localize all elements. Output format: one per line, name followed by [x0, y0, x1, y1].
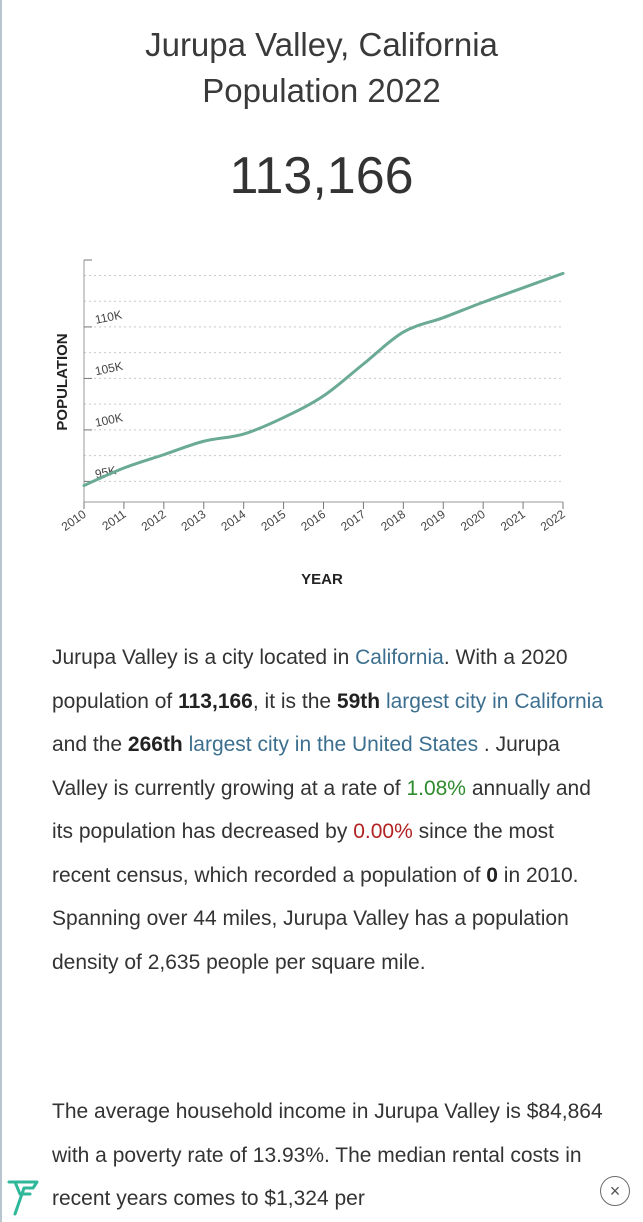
us-rank: 266th: [127, 733, 183, 756]
x-tick-label: 2017: [338, 507, 368, 534]
link-largest-city-in-us[interactable]: largest city in the United States: [188, 733, 479, 756]
y-axis-label: POPULATION: [54, 333, 71, 430]
y-tick-label: 105K: [94, 359, 124, 379]
growth-rate: 1.08%: [406, 776, 466, 800]
page-left-border: [0, 0, 2, 1222]
x-axis-label: YEAR: [301, 571, 343, 588]
chart-axes: [83, 259, 563, 503]
text-segment: . Jurupa Valley is currently growing at …: [52, 733, 560, 800]
x-tick-label: 2015: [258, 507, 288, 534]
decrease-rate: 0.00%: [353, 820, 413, 843]
close-icon[interactable]: ×: [600, 1176, 630, 1206]
text-segment: since the most recent census, which reco…: [52, 820, 554, 887]
income-text: The average household income in Jurupa V…: [52, 1100, 603, 1210]
population-value: 113,166: [229, 147, 414, 205]
text-segment: Jurupa Valley is a city located in: [52, 646, 356, 669]
x-tick-label: 2010: [59, 507, 89, 534]
text-segment: in 2010. Spanning over 44 miles, Jurupa …: [52, 863, 579, 974]
population-bold: 113,166: [178, 689, 253, 713]
x-tick-label: 2019: [418, 507, 448, 534]
text-segment: , it is the: [252, 689, 337, 713]
x-tick-label: 2011: [99, 507, 128, 533]
brand-logo-icon[interactable]: [6, 1176, 40, 1220]
summary-paragraph: Jurupa Valley is a city located in Calif…: [52, 636, 612, 984]
x-axis-ticks: 2010 2011 2012 2013 2014 2015 2016 2017 2018 2019…: [59, 502, 568, 534]
x-tick-label: 2013: [179, 507, 209, 534]
x-tick-label: 2022: [538, 507, 568, 534]
link-largest-city-in-california[interactable]: largest city in California: [385, 689, 604, 713]
x-tick-label: 2018: [378, 507, 408, 534]
title-line-1: Jurupa Valley, California: [145, 26, 498, 63]
x-tick-label: 2012: [139, 507, 169, 534]
close-glyph: ×: [609, 1181, 621, 1201]
text-segment: and the: [52, 733, 128, 756]
text-segment: annually and its population has decrease…: [52, 776, 591, 844]
state-rank: 59th: [336, 689, 381, 713]
population-series-line: [82, 271, 565, 488]
income-paragraph: The average household income in Jurupa V…: [52, 1090, 612, 1221]
chart-grid: [84, 274, 563, 482]
x-tick-label: 2016: [298, 507, 328, 534]
y-tick-label: 110K: [94, 308, 123, 327]
page-title: Jurupa Valley, California Population 202…: [0, 22, 643, 114]
census-population: 0: [486, 863, 498, 887]
text-segment: . With a 2020 population of: [52, 646, 568, 713]
x-tick-label: 2021: [498, 507, 528, 534]
x-tick-label: 2014: [218, 507, 248, 534]
title-line-2: Population 2022: [202, 72, 441, 109]
x-tick-label: 2020: [458, 507, 488, 534]
link-california[interactable]: California: [355, 646, 444, 669]
y-tick-label: 100K: [94, 410, 124, 430]
